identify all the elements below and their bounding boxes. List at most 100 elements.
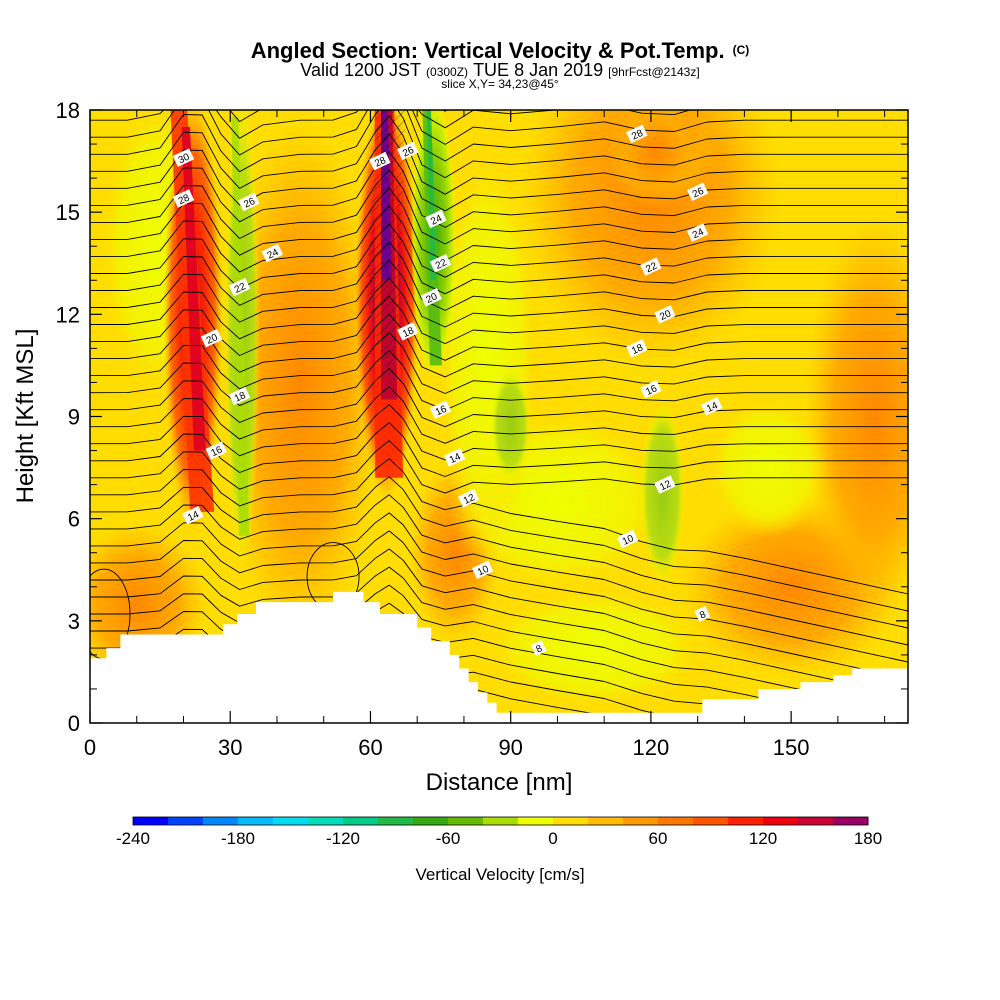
contour-label-text: 16 xyxy=(209,444,224,459)
theta-contour xyxy=(90,476,908,612)
contour-label: 16 xyxy=(640,380,662,399)
colorbar: -240 -180 -120 -60 0 60 120 180 xyxy=(116,816,882,848)
contour-label: 24 xyxy=(425,209,447,229)
contour-label-box xyxy=(700,397,723,416)
theta-contour xyxy=(90,530,908,663)
theta-contour xyxy=(90,259,908,328)
colorbar-swatch xyxy=(273,817,309,825)
contour-label-box xyxy=(429,400,452,419)
colorbar-swatch xyxy=(413,817,449,825)
theta-contour xyxy=(90,110,908,162)
x-tick-label: 60 xyxy=(358,735,382,760)
contour-label: 8 xyxy=(530,640,547,657)
contour-label-text: 28 xyxy=(630,128,645,143)
theta-contour xyxy=(90,404,908,461)
orange-area xyxy=(805,216,908,617)
contour-label-box xyxy=(172,189,195,208)
theta-contour xyxy=(90,115,908,195)
contour-label: 28 xyxy=(172,189,195,208)
contour-label-text: 26 xyxy=(401,145,416,160)
contour-label-box xyxy=(640,257,662,276)
theta-contour xyxy=(90,566,908,697)
contour-label-box xyxy=(530,640,547,657)
contour-label-box xyxy=(238,192,260,212)
contour-label-text: 20 xyxy=(424,291,439,306)
contour-label-box xyxy=(654,475,676,494)
y-tick-label: 0 xyxy=(68,711,80,736)
colorbar-tick-label: 60 xyxy=(649,829,668,848)
contour-label-box xyxy=(420,288,442,307)
colorbar-tick-label: -180 xyxy=(221,829,255,848)
contour-label: 12 xyxy=(457,488,480,508)
theta-contour xyxy=(90,223,908,295)
terrain-fill xyxy=(90,591,908,723)
colorbar-swatch xyxy=(798,817,834,825)
theta-contour xyxy=(90,277,908,345)
y-tick-label: 15 xyxy=(56,200,80,225)
chart-subtitle: Valid 1200 JST (0300Z) TUE 8 Jan 2019 [9hrF… xyxy=(300,60,699,80)
contour-label-box xyxy=(200,328,223,348)
colorbar-swatch xyxy=(693,817,729,825)
downdraft-core-5 xyxy=(490,368,531,482)
colorbar-tick-label: -120 xyxy=(326,829,360,848)
contour-label: 14 xyxy=(700,397,723,416)
contour-label-text: 10 xyxy=(621,533,636,548)
colorbar-swatch xyxy=(553,817,589,825)
colorbar-tick-label: 180 xyxy=(854,829,882,848)
contour-label-box xyxy=(686,182,709,201)
theta-contour xyxy=(90,512,908,646)
contour-label-text: 20 xyxy=(205,332,220,347)
x-tick-label: 150 xyxy=(773,735,810,760)
theta-contour xyxy=(90,494,908,629)
contour-label-box xyxy=(443,448,466,467)
y-tick-label: 12 xyxy=(56,302,80,327)
contour-label-text: 8 xyxy=(535,643,545,656)
contour-label: 22 xyxy=(228,277,251,297)
contour-labels: 30 28 26 24 22 20 18 16 14 28 26 24 22 20 18 16 14 12 10 8 2… xyxy=(172,124,723,657)
y-tick-label: 6 xyxy=(68,507,80,532)
contour-label: 24 xyxy=(261,243,283,263)
theta-contour xyxy=(90,205,908,278)
colorbar-frame xyxy=(132,816,869,826)
contour-label-box xyxy=(228,277,251,297)
contour-label-box xyxy=(686,223,709,242)
contour-label: 20 xyxy=(420,288,442,307)
axis-ticks: 0 30 60 90 120 150 0 3 6 9 12 15 18 xyxy=(56,98,908,760)
contour-label: 24 xyxy=(686,223,709,242)
hatched-strong-updraft xyxy=(365,110,406,397)
theta-contour xyxy=(90,241,908,311)
colorbar-swatch xyxy=(588,817,624,825)
contour-label: 12 xyxy=(654,475,676,494)
contour-label-text: 18 xyxy=(233,390,248,405)
contour-label: 18 xyxy=(228,386,251,406)
contour-label-text: 14 xyxy=(705,400,720,415)
contour-label-box xyxy=(205,441,227,460)
colorbar-swatch xyxy=(343,817,379,825)
theta-contour xyxy=(90,110,908,179)
contour-label: 26 xyxy=(238,192,260,212)
y-tick-label: 3 xyxy=(68,609,80,634)
terrain xyxy=(90,591,908,723)
contour-label-box xyxy=(626,339,648,358)
colorbar-tick-label: 120 xyxy=(749,829,777,848)
theta-contour xyxy=(90,458,908,595)
contour-label-text: 14 xyxy=(448,451,463,466)
contour-label: 20 xyxy=(654,305,676,324)
contour-label-box xyxy=(172,148,195,167)
contour-label: 8 xyxy=(694,606,711,622)
theta-contour xyxy=(442,110,448,112)
colorbar-swatch xyxy=(168,817,204,825)
contour-label-text: 18 xyxy=(401,325,416,340)
colorbar-label: Vertical Velocity [cm/s] xyxy=(415,865,584,884)
colorbar-swatch xyxy=(448,817,484,825)
colorbar-swatch xyxy=(728,817,764,825)
y-tick-label: 9 xyxy=(68,405,80,430)
contour-label-box xyxy=(471,560,494,579)
colorbar-tick-label: -60 xyxy=(436,829,461,848)
contour-label-text: 22 xyxy=(644,260,659,275)
contour-label: 22 xyxy=(429,254,452,273)
contour-label: 16 xyxy=(429,400,452,419)
colorbar-swatch xyxy=(658,817,694,825)
contour-label-text: 22 xyxy=(434,257,449,272)
contour-label: 18 xyxy=(397,322,419,341)
